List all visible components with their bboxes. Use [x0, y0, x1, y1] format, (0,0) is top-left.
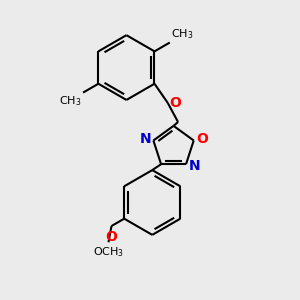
- Text: CH$_3$: CH$_3$: [59, 94, 82, 108]
- Text: O: O: [196, 132, 208, 146]
- Text: CH$_3$: CH$_3$: [171, 27, 194, 41]
- Text: N: N: [188, 159, 200, 173]
- Text: O: O: [106, 230, 117, 244]
- Text: N: N: [140, 132, 151, 146]
- Text: OCH$_3$: OCH$_3$: [93, 245, 124, 259]
- Text: O: O: [169, 96, 181, 110]
